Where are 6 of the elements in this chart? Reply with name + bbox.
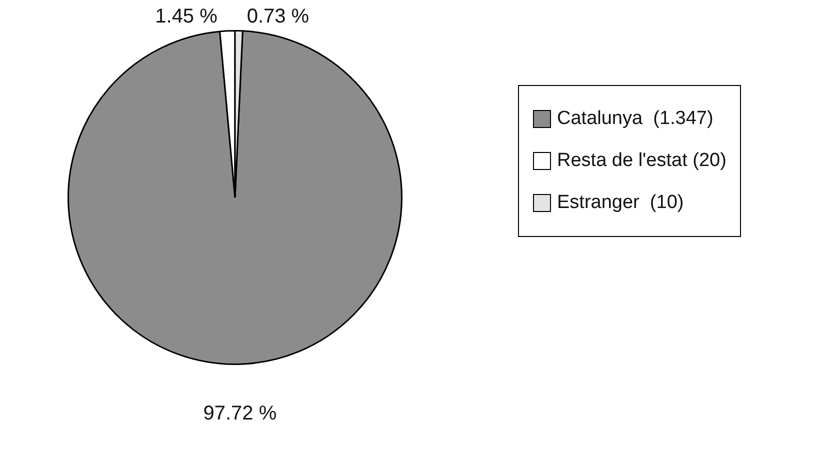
legend-label: Catalunya (1.347) bbox=[557, 108, 714, 130]
legend-label: Estranger (10) bbox=[557, 192, 684, 214]
data-label: 0.73 % bbox=[246, 5, 310, 28]
data-label: 97.72 % bbox=[203, 402, 277, 425]
data-label: 1.45 % bbox=[155, 5, 218, 28]
legend-label: Resta de l'estat (20) bbox=[557, 150, 726, 172]
